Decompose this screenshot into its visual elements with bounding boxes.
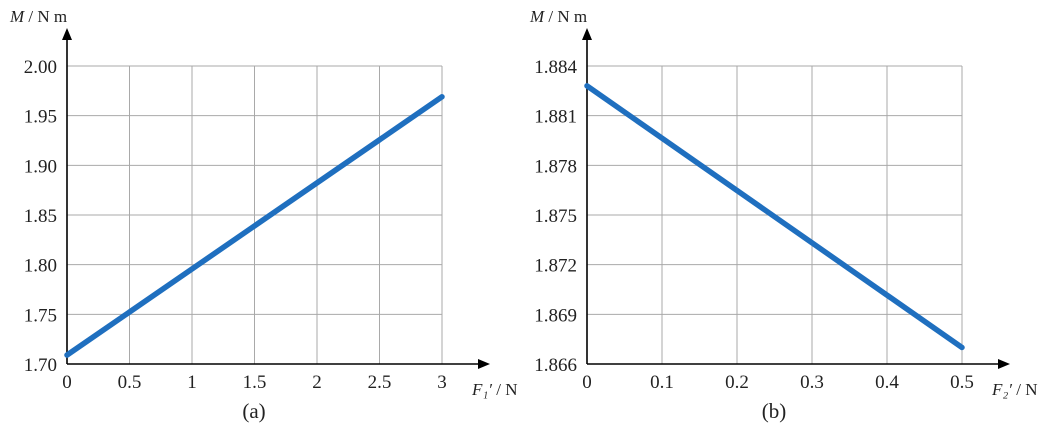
- y-tick-label: 1.884: [534, 57, 577, 78]
- x-tick-label: 0.4: [875, 372, 899, 393]
- y-tick-label: 1.872: [534, 256, 577, 277]
- x-tick-label: 1: [187, 372, 197, 393]
- y-tick-label: 1.90: [24, 156, 57, 177]
- x-axis-arrow-icon: [478, 359, 490, 369]
- series-line: [64, 94, 445, 358]
- y-axis-arrow-icon: [62, 28, 72, 40]
- y-tick-label: 1.875: [534, 206, 577, 227]
- y-tick-label: 1.75: [24, 305, 57, 326]
- y-tick-label: 1.70: [24, 355, 57, 376]
- y-axis-arrow-icon: [582, 28, 592, 40]
- x-tick-label: 2: [312, 372, 322, 393]
- x-tick-label: 0.5: [950, 372, 974, 393]
- x-tick-label: 0: [62, 372, 72, 393]
- x-axis-label: F₁′ / N: [471, 380, 518, 399]
- x-axis-label: F₂′ / N: [991, 380, 1038, 399]
- chart-panel-b: 0 0.1 0.2 0.3 0.4 0.5 1.866 1.869 1.872 1.875 1.87…: [529, 7, 1038, 423]
- x-tick-label: 3: [437, 372, 447, 393]
- y-tick-label: 1.95: [24, 107, 57, 128]
- y-axis-label: M / N m: [529, 7, 587, 26]
- series-line: [584, 83, 965, 351]
- y-tick-label: 1.869: [534, 305, 577, 326]
- x-tick-label: 1.5: [243, 372, 267, 393]
- x-tick-label: 0.1: [650, 372, 674, 393]
- x-tick-label: 0.3: [800, 372, 824, 393]
- x-tick-label: 0.2: [725, 372, 749, 393]
- y-tick-label: 1.80: [24, 256, 57, 277]
- chart-caption: (b): [762, 399, 787, 423]
- y-axis-label: M / N m: [9, 7, 67, 26]
- y-tick-label: 2.00: [24, 57, 57, 78]
- y-tick-label: 1.878: [534, 156, 577, 177]
- y-tick-label: 1.866: [534, 355, 577, 376]
- x-tick-label: 2.5: [368, 372, 392, 393]
- chart-caption: (a): [242, 399, 265, 423]
- x-tick-label: 0: [582, 372, 592, 393]
- y-tick-label: 1.85: [24, 206, 57, 227]
- y-tick-label: 1.881: [534, 107, 577, 128]
- x-tick-label: 0.5: [118, 372, 142, 393]
- chart-panel-a: 0 0.5 1 1.5 2 2.5 3 1.70 1.75 1.80 1.85 1.90 1.95 2.0…: [9, 7, 518, 423]
- x-axis-arrow-icon: [998, 359, 1010, 369]
